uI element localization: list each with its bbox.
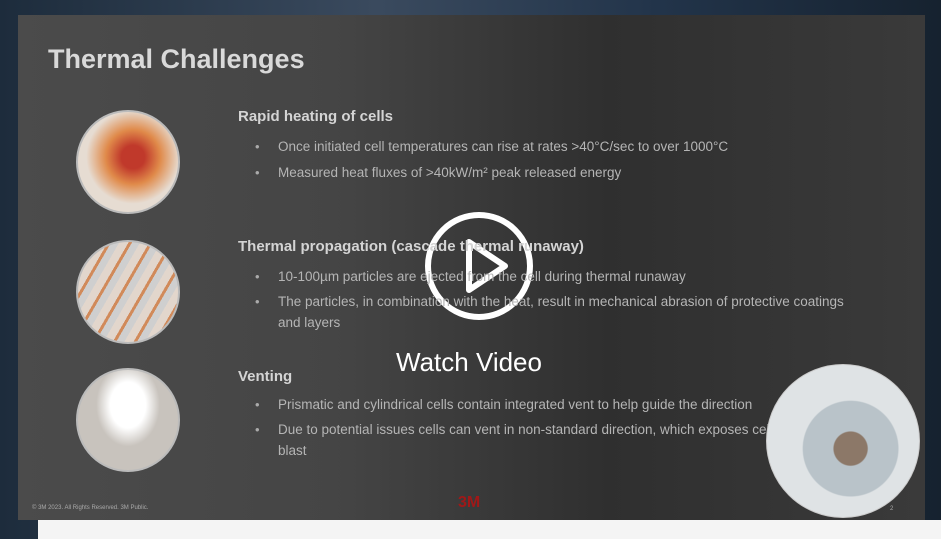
bullet-text: Measured heat fluxes of >40kW/m² peak re… — [278, 162, 858, 183]
bullet-dot: • — [255, 165, 260, 180]
video-thumbnail: Thermal Challenges © 3M 2023. All Rights… — [0, 0, 941, 539]
bullet-text: Once initiated cell temperatures can ris… — [278, 136, 858, 157]
logo: 3M — [458, 494, 480, 512]
page-number: 2 — [890, 506, 893, 512]
bullet-text: The particles, in combination with the h… — [278, 291, 858, 333]
bullet-dot: • — [255, 269, 260, 284]
watch-video-label[interactable]: Watch Video — [396, 347, 542, 378]
section-heading: Thermal propagation (cascade thermal run… — [238, 238, 584, 255]
bottom-strip — [38, 520, 941, 539]
footer: © 3M 2023. All Rights Reserved. 3M Publi… — [32, 505, 148, 511]
presenter-webcam — [766, 364, 920, 518]
bullet-text: 10-100µm particles are ejected from the … — [278, 266, 858, 287]
section-heading: Venting — [238, 368, 292, 385]
bullet-dot: • — [255, 397, 260, 412]
icon-heating — [76, 110, 180, 214]
section-heading: Rapid heating of cells — [238, 108, 393, 125]
bullet-dot: • — [255, 294, 260, 309]
slide-title: Thermal Challenges — [48, 44, 305, 75]
bullet-dot: • — [255, 422, 260, 437]
icon-venting — [76, 368, 180, 472]
icon-propagation — [76, 240, 180, 344]
bullet-dot: • — [255, 139, 260, 154]
